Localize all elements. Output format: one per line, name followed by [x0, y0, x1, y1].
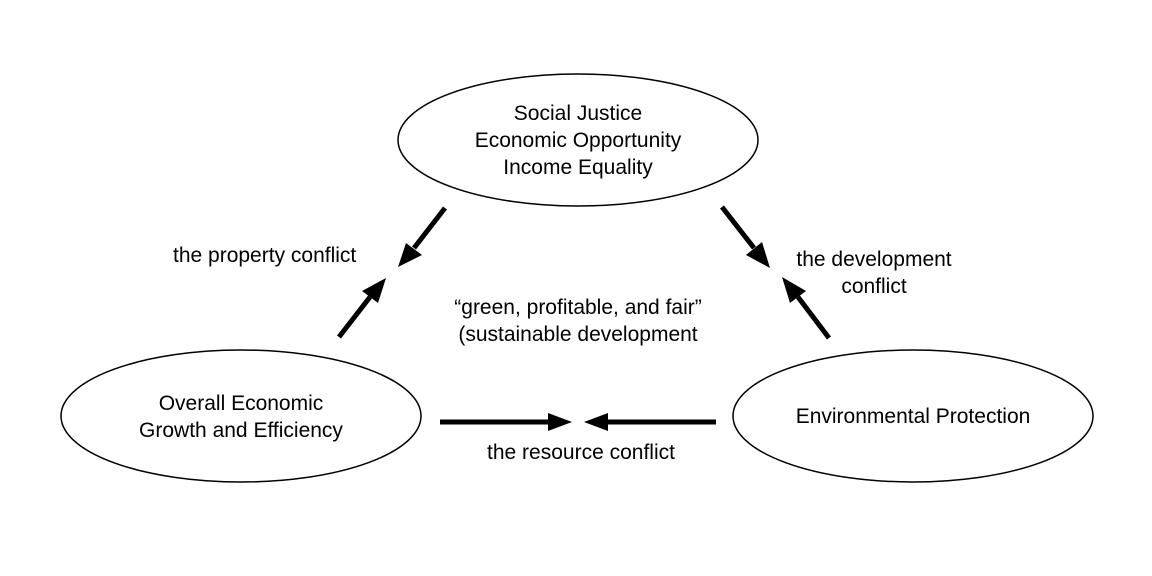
resource-conflict-label: the resource conflict — [487, 441, 675, 464]
resource-conflict-arrows — [440, 413, 716, 431]
node-environmental: Environmental Protection — [732, 349, 1094, 483]
arrow-environmental-to-development — [796, 295, 831, 340]
development-conflict-arrows — [720, 205, 831, 340]
arrow-social-to-property — [412, 206, 447, 250]
node-economic-ellipse — [60, 349, 422, 483]
arrow-economic-to-resource-head — [548, 413, 572, 431]
arrow-economic-to-property — [337, 295, 372, 339]
arrow-social-to-development — [720, 205, 756, 250]
node-social-line-3: Income Equality — [503, 156, 653, 179]
center-label-line-1: “green, profitable, and fair” — [454, 296, 701, 319]
node-environmental-line-1: Environmental Protection — [796, 405, 1031, 428]
arrow-environmental-to-development-head — [782, 277, 806, 303]
property-conflict-arrows — [337, 206, 447, 339]
node-environmental-ellipse — [732, 349, 1094, 483]
development-conflict-label-line-1: the development — [796, 248, 951, 271]
node-economic-line-2: Growth and Efficiency — [139, 419, 343, 442]
development-conflict-label-line-2: conflict — [841, 275, 907, 298]
node-economic: Overall Economic Growth and Efficiency — [60, 349, 422, 483]
arrow-social-to-development-head — [746, 242, 770, 268]
node-economic-line-1: Overall Economic — [159, 392, 324, 415]
arrow-social-to-property-head — [398, 243, 422, 267]
arrow-environmental-to-resource-head — [584, 413, 608, 431]
property-conflict-label: the property conflict — [173, 244, 356, 267]
center-label-line-2: (sustainable development — [458, 323, 697, 346]
node-social-line-2: Economic Opportunity — [475, 129, 682, 152]
node-social: Social Justice Economic Opportunity Inco… — [397, 73, 759, 207]
node-social-line-1: Social Justice — [514, 102, 642, 125]
arrow-economic-to-property-head — [362, 278, 386, 303]
node-social-ellipse — [397, 73, 759, 207]
